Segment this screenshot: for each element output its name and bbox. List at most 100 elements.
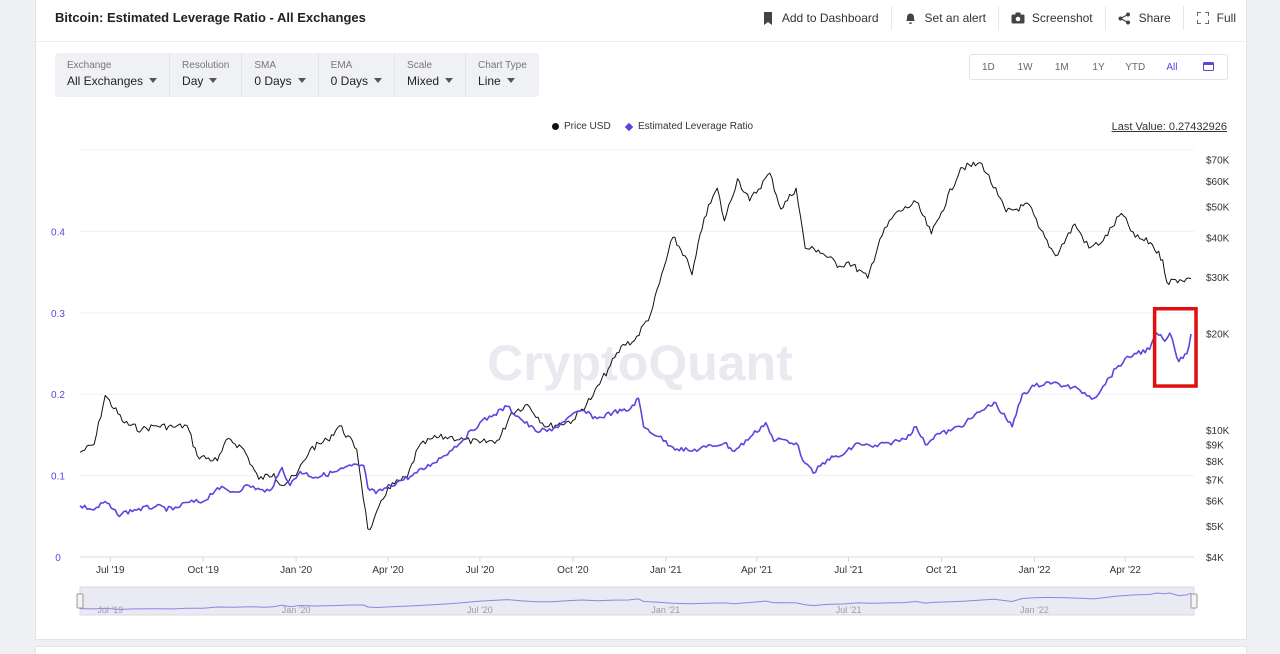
y-right-tick-label: $10K <box>1206 426 1230 437</box>
sma-select-label: SMA <box>254 60 276 71</box>
next-card <box>35 646 1247 654</box>
add-to-dashboard-button[interactable]: Add to Dashboard <box>749 6 891 30</box>
x-tick-label: Oct '20 <box>557 565 589 576</box>
y-right-tick-label: $30K <box>1206 273 1230 284</box>
y-right-tick-label: $70K <box>1206 156 1230 167</box>
scale-select[interactable]: Scale Mixed <box>394 53 465 97</box>
sma-select[interactable]: SMA 0 Days <box>241 53 317 97</box>
range-1y-button[interactable]: 1Y <box>1092 61 1105 73</box>
chart-type-select-value: Line <box>478 74 501 88</box>
screenshot-button[interactable]: Screenshot <box>997 6 1105 30</box>
add-to-dashboard-label: Add to Dashboard <box>781 11 879 25</box>
camera-icon <box>1011 11 1025 25</box>
bell-icon <box>904 11 918 25</box>
series-line-elr <box>79 332 1192 518</box>
y-left-tick-label: 0.2 <box>51 390 65 401</box>
range-ytd-button[interactable]: YTD <box>1125 61 1146 73</box>
scale-select-value: Mixed <box>407 74 440 88</box>
legend-elr-label: Estimated Leverage Ratio <box>638 121 754 132</box>
range-1d-button[interactable]: 1D <box>981 61 995 73</box>
x-tick-label: Oct '19 <box>188 565 220 576</box>
legend-price-label: Price USD <box>564 121 611 132</box>
scale-select-label: Scale <box>407 60 433 71</box>
navigator-label: Jan '20 <box>282 605 311 615</box>
circle-icon <box>552 123 559 130</box>
y-right-tick-label: $5K <box>1206 522 1224 533</box>
resolution-select-value: Day <box>182 74 204 88</box>
bookmark-icon <box>761 11 775 25</box>
set-alert-label: Set an alert <box>924 11 986 25</box>
chart-type-select[interactable]: Chart Type Line <box>465 53 539 97</box>
full-label: Full <box>1216 11 1236 25</box>
navigator-handle-right[interactable] <box>1190 593 1198 609</box>
exchange-select-value: All Exchanges <box>67 74 144 88</box>
navigator-label: Jan '21 <box>651 605 680 615</box>
x-tick-label: Jan '22 <box>1018 565 1050 576</box>
y-left-tick-label: 0.3 <box>51 309 65 320</box>
resolution-select[interactable]: Resolution Day <box>169 53 241 97</box>
legend-item-elr[interactable]: Estimated Leverage Ratio <box>624 121 754 132</box>
calendar-button[interactable] <box>1190 61 1227 74</box>
resolution-select-label: Resolution <box>182 60 230 71</box>
x-tick-label: Apr '20 <box>372 565 404 576</box>
navigator-label: Jan '22 <box>1020 605 1049 615</box>
navigator-handle-left[interactable] <box>76 593 84 609</box>
y-right-tick-label: $6K <box>1206 497 1224 508</box>
exchange-select-label: Exchange <box>67 60 112 71</box>
watermark: CryptoQuant <box>487 335 793 391</box>
range-1m-button[interactable]: 1M <box>1054 61 1069 73</box>
highlight-box <box>1152 306 1198 388</box>
x-tick-label: Oct '21 <box>926 565 958 576</box>
chart-legend: Price USD Estimated Leverage Ratio <box>36 121 1248 135</box>
navigator-line <box>79 592 1192 610</box>
share-icon <box>1118 11 1132 25</box>
chart-type-select-label: Chart Type <box>478 60 527 71</box>
sma-select-value: 0 Days <box>254 74 292 88</box>
y-right-tick-label: $60K <box>1206 177 1230 188</box>
ema-select-label: EMA <box>330 60 353 71</box>
y-right-tick-label: $20K <box>1206 330 1230 341</box>
y-left-tick-label: 0.4 <box>51 227 65 238</box>
y-right-tick-label: $7K <box>1206 475 1224 486</box>
x-tick-label: Apr '21 <box>741 565 773 576</box>
chevron-down-icon <box>445 78 454 83</box>
range-1w-button[interactable]: 1W <box>1017 61 1033 73</box>
y-right-tick-label: $8K <box>1206 457 1224 468</box>
ema-select[interactable]: EMA 0 Days <box>317 53 394 97</box>
chevron-down-icon <box>209 78 218 83</box>
calendar-icon <box>1203 61 1215 71</box>
x-tick-label: Jul '19 <box>96 565 125 576</box>
y-right-tick-label: $4K <box>1206 553 1224 564</box>
y-left-tick-label: 0.1 <box>51 472 65 483</box>
share-button[interactable]: Share <box>1104 6 1183 30</box>
ema-select-value: 0 Days <box>330 74 369 88</box>
chevron-down-icon <box>506 78 515 83</box>
legend-item-price[interactable]: Price USD <box>552 121 611 132</box>
chart-header: Bitcoin: Estimated Leverage Ratio - All … <box>36 0 1248 42</box>
chevron-down-icon <box>374 78 383 83</box>
x-tick-label: Jul '21 <box>834 565 863 576</box>
y-right-tick-label: $40K <box>1206 233 1230 244</box>
y-left-tick-label: 0 <box>55 553 61 564</box>
x-tick-label: Jul '20 <box>466 565 495 576</box>
time-range-selector: 1D 1W 1M 1Y YTD All <box>969 54 1228 80</box>
chevron-down-icon <box>297 78 306 83</box>
x-tick-label: Jan '20 <box>280 565 312 576</box>
header-actions: Add to Dashboard Set an alert Screenshot… <box>749 0 1248 36</box>
x-tick-label: Apr '22 <box>1110 565 1142 576</box>
chart-card: Bitcoin: Estimated Leverage Ratio - All … <box>35 0 1248 640</box>
share-label: Share <box>1138 11 1171 25</box>
page-title: Bitcoin: Estimated Leverage Ratio - All … <box>55 10 366 25</box>
chart-plot: 0 0.1 0.2 0.3 0.4 $4K $5K $6K $7K $8K $9K $10K $20K $… <box>51 149 1230 616</box>
last-value[interactable]: Last Value: 0.27432926 <box>1111 121 1227 133</box>
y-right-tick-label: $50K <box>1206 202 1230 213</box>
y-right-tick-label: $9K <box>1206 440 1224 451</box>
navigator-label: Jul '20 <box>467 605 493 615</box>
navigator-label: Jul '19 <box>97 605 123 615</box>
chart-filters: Exchange All Exchanges Resolution Day SM… <box>55 53 539 97</box>
exchange-select[interactable]: Exchange All Exchanges <box>55 53 169 97</box>
set-alert-button[interactable]: Set an alert <box>890 6 998 30</box>
range-all-button[interactable]: All <box>1166 61 1178 73</box>
full-button[interactable]: Full <box>1182 6 1248 30</box>
screenshot-label: Screenshot <box>1031 11 1093 25</box>
